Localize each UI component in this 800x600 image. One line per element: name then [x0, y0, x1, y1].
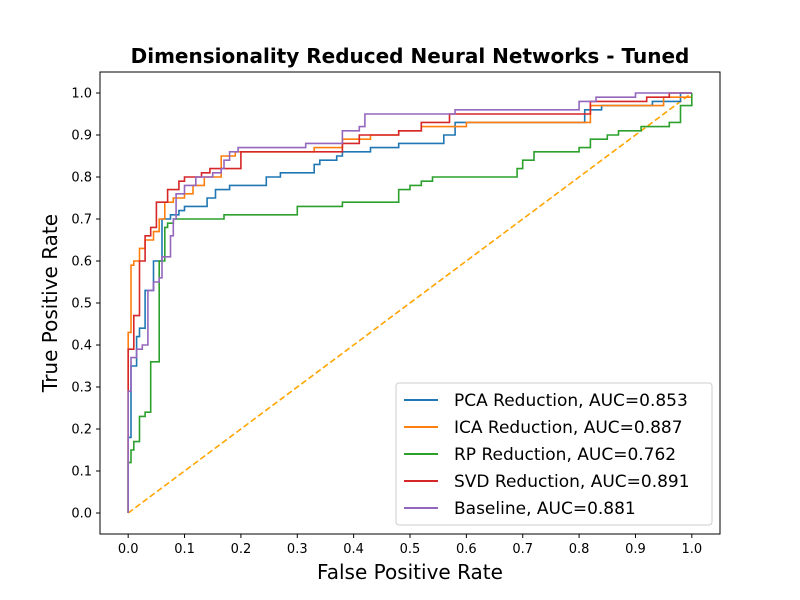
series-line-pca [127, 92, 692, 513]
plot-lines [127, 92, 693, 514]
x-tick-label: 0.0 [118, 542, 139, 557]
y-tick-label: 1.0 [71, 87, 92, 102]
legend-label: SVD Reduction, AUC=0.891 [454, 472, 690, 492]
legend-entry-svd: SVD Reduction, AUC=0.891 [404, 472, 690, 492]
legend-label: ICA Reduction, AUC=0.887 [454, 418, 683, 438]
series-line-baseline [127, 92, 692, 513]
y-tick-label: 0.1 [71, 465, 92, 480]
legend-entry-pca: PCA Reduction, AUC=0.853 [404, 391, 688, 411]
y-axis-ticks: 0.0 0.1 0.2 0.3 0.4 0.5 0.6 0.7 0.8 0.9 1.0 [71, 87, 100, 522]
legend-label: PCA Reduction, AUC=0.853 [454, 391, 688, 411]
y-axis-label: True Positive Rate [38, 214, 62, 393]
legend-entry-baseline: Baseline, AUC=0.881 [404, 499, 636, 519]
y-tick-label: 0.2 [71, 423, 92, 438]
y-tick-label: 0.5 [71, 297, 92, 312]
x-axis-ticks: 0.0 0.1 0.2 0.3 0.4 0.5 0.6 0.7 0.8 0.9 1.0 [118, 534, 702, 557]
x-tick-label: 0.2 [231, 542, 252, 557]
y-tick-label: 0.3 [71, 381, 92, 396]
x-tick-label: 0.6 [456, 542, 477, 557]
legend-entry-rp: RP Reduction, AUC=0.762 [404, 445, 676, 465]
x-axis-label: False Positive Rate [317, 560, 503, 584]
chart-title: Dimensionality Reduced Neural Networks -… [131, 44, 690, 68]
x-tick-label: 1.0 [681, 542, 702, 557]
series-line-svd [127, 92, 692, 513]
y-tick-label: 0.0 [71, 507, 92, 522]
legend-label: Baseline, AUC=0.881 [454, 499, 636, 519]
x-tick-label: 0.9 [625, 542, 646, 557]
y-tick-label: 0.6 [71, 255, 92, 270]
legend: PCA Reduction, AUC=0.853 ICA Reduction, A… [395, 382, 713, 526]
x-tick-label: 0.3 [287, 542, 308, 557]
y-tick-label: 0.8 [71, 171, 92, 186]
x-tick-label: 0.1 [174, 542, 195, 557]
x-tick-label: 0.5 [400, 542, 421, 557]
series-line-rp [127, 93, 693, 513]
y-tick-label: 0.9 [71, 129, 92, 144]
legend-entry-ica: ICA Reduction, AUC=0.887 [404, 418, 683, 438]
legend-label: RP Reduction, AUC=0.762 [454, 445, 676, 465]
legend-box [395, 382, 713, 526]
y-tick-label: 0.4 [71, 339, 92, 354]
x-tick-label: 0.7 [512, 542, 533, 557]
y-tick-label: 0.7 [71, 213, 92, 228]
x-tick-label: 0.8 [569, 542, 590, 557]
x-tick-label: 0.4 [343, 542, 364, 557]
chance-diagonal-line [127, 92, 693, 514]
